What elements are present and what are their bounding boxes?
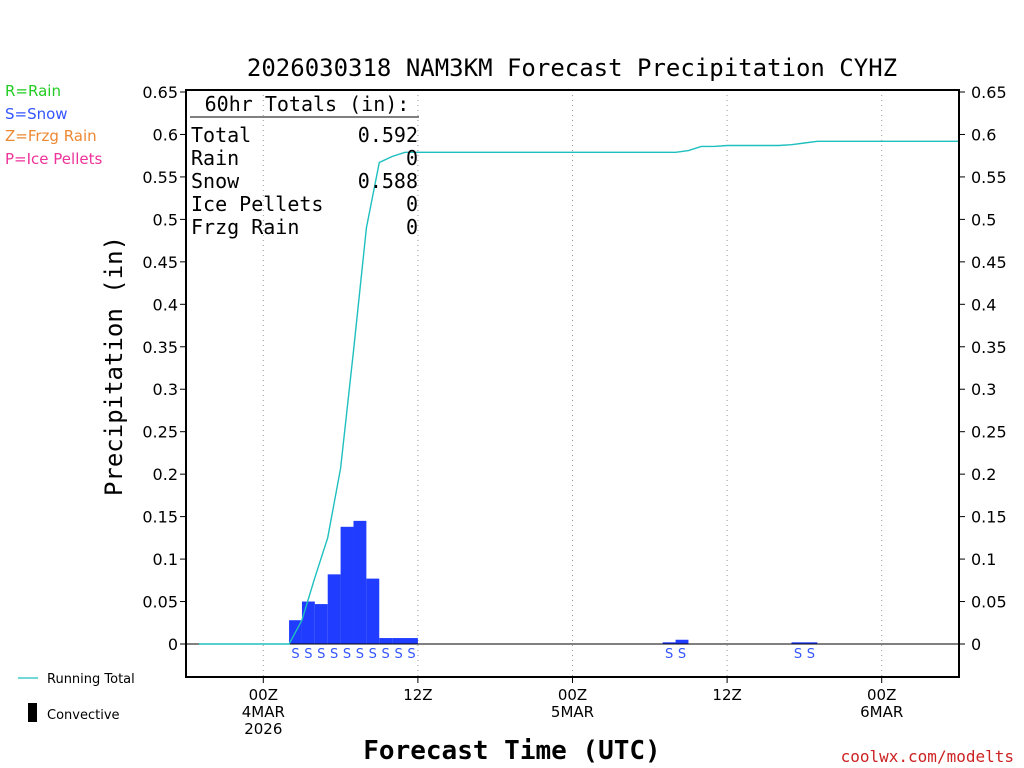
y-tick-label-right-8: 0.4 <box>971 295 996 314</box>
x-tick-label-0-0: 00Z <box>249 686 278 704</box>
y-tick-label-right-11: 0.55 <box>971 168 1007 187</box>
x-tick-label-4-0: 00Z <box>867 686 896 704</box>
y-tick-label-right-0: 0 <box>971 635 981 654</box>
x-tick-label-4-1: 6MAR <box>860 703 903 721</box>
y-tick-label-right-4: 0.2 <box>971 465 996 484</box>
y-tick-label-left-5: 0.25 <box>142 423 178 442</box>
totals-label-snow: Snow <box>191 169 240 193</box>
y-tick-label-right-3: 0.15 <box>971 508 1007 527</box>
totals-label-rain: Rain <box>191 146 239 170</box>
y-tick-label-right-7: 0.35 <box>971 338 1007 357</box>
x-tick-label-0-2: 2026 <box>244 720 282 738</box>
plot-frame <box>185 89 960 678</box>
totals-box: 60hr Totals (in): Total 0.592 Rain 0 Sno… <box>190 92 419 239</box>
legend-ice-pellets: P=Ice Pellets <box>5 150 102 168</box>
ptype-marker-6: S <box>369 647 377 662</box>
y-tick-label-right-13: 0.65 <box>971 83 1007 102</box>
snow-bar-11 <box>675 639 689 644</box>
totals-value-snow: 0.588 <box>358 169 418 193</box>
snow-bar-4 <box>340 526 354 644</box>
running-total-line <box>198 140 959 645</box>
totals-value-rain: 0 <box>406 146 418 170</box>
ptype-marker-5: S <box>356 647 364 662</box>
y-tick-label-left-6: 0.3 <box>153 380 178 399</box>
snow-bar-2 <box>314 604 328 644</box>
snow-bar-5 <box>353 520 367 644</box>
credit-text: coolwx.com/modelts <box>841 747 1014 766</box>
y-axis-left: 0 0.05 0.1 0.15 0.2 0.25 0.3 0.35 0.4 0.45 0.5 0.55… <box>142 83 186 654</box>
y-tick-label-left-11: 0.55 <box>142 168 178 187</box>
snow-bar-1 <box>301 601 315 644</box>
snow-bar-13 <box>804 642 818 644</box>
snow-bars <box>289 520 818 644</box>
ptype-marker-11: S <box>678 647 686 662</box>
x-tick-label-0-1: 4MAR <box>242 703 285 721</box>
totals-heading: 60hr Totals (in): <box>205 92 410 116</box>
ptype-marker-1: S <box>304 647 312 662</box>
y-axis-title: Precipitation (in) <box>100 236 128 496</box>
ptype-marker-12: S <box>794 647 802 662</box>
totals-label-total: Total <box>191 123 251 147</box>
convective-legend-label: Convective <box>47 708 120 723</box>
y-tick-label-left-9: 0.45 <box>142 253 178 272</box>
y-tick-label-right-5: 0.25 <box>971 423 1007 442</box>
snow-bar-9 <box>405 638 418 644</box>
x-tick-label-1-0: 12Z <box>403 686 432 704</box>
ptype-marker-7: S <box>382 647 390 662</box>
convective-legend-swatch <box>28 703 37 722</box>
y-tick-label-left-10: 0.5 <box>153 210 178 229</box>
y-tick-label-right-6: 0.3 <box>971 380 996 399</box>
totals-value-ice-pellets: 0 <box>406 192 418 216</box>
snow-bar-3 <box>327 574 341 644</box>
y-tick-label-left-12: 0.6 <box>153 125 178 144</box>
snow-bar-7 <box>379 638 393 644</box>
totals-label-frzg-rain: Frzg Rain <box>191 215 299 239</box>
x-tick-label-2-0: 00Z <box>558 686 587 704</box>
x-axis-title: Forecast Time (UTC) <box>363 736 660 766</box>
ptype-marker-2: S <box>317 647 325 662</box>
y-tick-label-left-13: 0.65 <box>142 83 178 102</box>
y-tick-label-right-2: 0.1 <box>971 550 996 569</box>
ptype-marker-4: S <box>343 647 351 662</box>
snow-bar-6 <box>366 578 380 644</box>
chart-title: 2026030318 NAM3KM Forecast Precipitation… <box>247 54 897 82</box>
ptype-marker-9: S <box>407 647 415 662</box>
y-tick-label-left-2: 0.1 <box>153 550 178 569</box>
running-total-series <box>198 140 959 645</box>
ptype-marker-8: S <box>394 647 402 662</box>
y-tick-label-right-1: 0.05 <box>971 593 1007 612</box>
snow-bar-12 <box>791 642 805 644</box>
y-tick-label-left-3: 0.15 <box>142 508 178 527</box>
ptype-marker-10: S <box>665 647 673 662</box>
y-tick-label-right-9: 0.45 <box>971 253 1007 272</box>
y-tick-label-right-10: 0.5 <box>971 210 996 229</box>
legend-rain: R=Rain <box>5 82 61 100</box>
totals-value-total: 0.592 <box>358 123 418 147</box>
y-tick-label-left-0: 0 <box>168 635 178 654</box>
y-tick-label-left-1: 0.05 <box>142 593 178 612</box>
y-tick-label-left-8: 0.4 <box>153 295 178 314</box>
totals-label-ice-pellets: Ice Pellets <box>191 192 323 216</box>
running-total-legend-label: Running Total <box>47 672 135 687</box>
totals-value-frzg-rain: 0 <box>406 215 418 239</box>
legend-snow: S=Snow <box>5 105 68 123</box>
y-tick-label-left-7: 0.35 <box>142 338 178 357</box>
legend-frzg-rain: Z=Frzg Rain <box>5 127 97 145</box>
ptype-marker-13: S <box>807 647 815 662</box>
ptype-marker-3: S <box>330 647 338 662</box>
ptype-marker-0: S <box>291 647 299 662</box>
snow-bar-8 <box>392 638 406 644</box>
y-tick-label-right-12: 0.6 <box>971 125 996 144</box>
y-axis-right: 0 0.05 0.1 0.15 0.2 0.25 0.3 0.35 0.4 0.45 0.5 0.55… <box>959 83 1007 654</box>
x-tick-label-2-1: 5MAR <box>551 703 594 721</box>
y-tick-label-left-4: 0.2 <box>153 465 178 484</box>
snow-bar-10 <box>662 642 676 644</box>
x-tick-label-3-0: 12Z <box>712 686 741 704</box>
